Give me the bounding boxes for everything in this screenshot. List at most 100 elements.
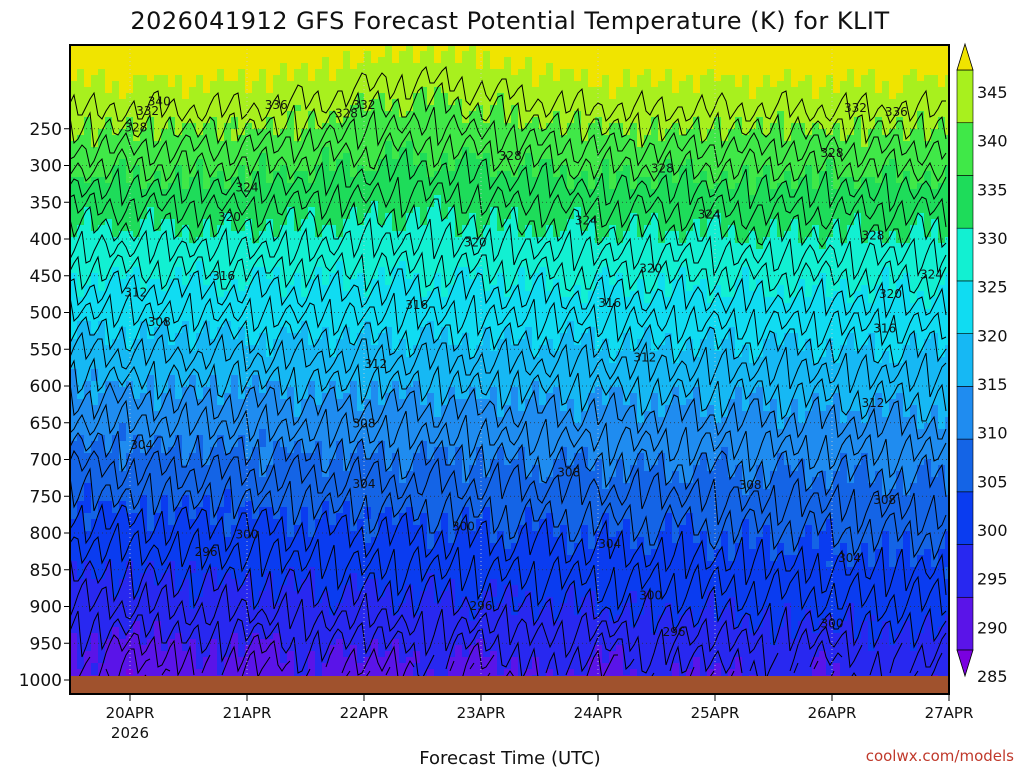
theta-cell bbox=[203, 243, 211, 250]
theta-cell bbox=[126, 171, 134, 178]
theta-cell bbox=[301, 177, 309, 184]
theta-cell bbox=[308, 591, 316, 598]
theta-cell bbox=[252, 363, 260, 370]
theta-cell bbox=[140, 159, 148, 166]
theta-cell bbox=[98, 219, 106, 226]
theta-cell bbox=[273, 255, 281, 262]
theta-cell bbox=[210, 261, 218, 268]
theta-cell bbox=[343, 285, 351, 292]
theta-cell bbox=[140, 327, 148, 334]
theta-cell bbox=[91, 243, 99, 250]
theta-cell bbox=[210, 405, 218, 412]
theta-cell bbox=[315, 237, 323, 244]
theta-cell bbox=[259, 57, 267, 64]
theta-cell bbox=[154, 615, 162, 622]
theta-cell bbox=[357, 309, 365, 316]
theta-cell bbox=[301, 147, 309, 154]
theta-cell bbox=[350, 585, 358, 592]
theta-cell bbox=[301, 111, 309, 118]
theta-cell bbox=[196, 285, 204, 292]
theta-cell bbox=[98, 513, 106, 520]
theta-cell bbox=[308, 351, 316, 358]
theta-cell bbox=[231, 189, 239, 196]
theta-cell bbox=[147, 135, 155, 142]
theta-cell bbox=[189, 615, 197, 622]
theta-cell bbox=[378, 597, 386, 604]
theta-cell bbox=[70, 111, 78, 118]
theta-cell bbox=[336, 237, 344, 244]
theta-cell bbox=[203, 141, 211, 148]
theta-cell bbox=[252, 111, 260, 118]
theta-cell bbox=[112, 615, 120, 622]
theta-cell bbox=[357, 249, 365, 256]
theta-cell bbox=[182, 561, 190, 568]
theta-cell bbox=[364, 525, 372, 532]
theta-cell bbox=[364, 45, 372, 52]
theta-cell bbox=[119, 585, 127, 592]
theta-cell bbox=[364, 627, 372, 634]
theta-cell bbox=[245, 483, 253, 490]
theta-cell bbox=[357, 453, 365, 460]
theta-cell bbox=[161, 165, 169, 172]
theta-cell bbox=[98, 105, 106, 112]
theta-cell bbox=[259, 609, 267, 616]
theta-cell bbox=[308, 309, 316, 316]
theta-cell bbox=[98, 603, 106, 610]
theta-cell bbox=[189, 153, 197, 160]
theta-cell bbox=[217, 615, 225, 622]
theta-cell bbox=[238, 585, 246, 592]
theta-cell bbox=[371, 327, 379, 334]
theta-cell bbox=[350, 153, 358, 160]
theta-cell bbox=[196, 585, 204, 592]
theta-cell bbox=[322, 225, 330, 232]
theta-cell bbox=[273, 201, 281, 208]
theta-cell bbox=[154, 297, 162, 304]
theta-cell bbox=[294, 501, 302, 508]
theta-cell bbox=[126, 93, 134, 100]
theta-cell bbox=[238, 459, 246, 466]
theta-cell bbox=[147, 423, 155, 430]
theta-cell bbox=[161, 303, 169, 310]
theta-cell bbox=[133, 465, 141, 472]
theta-cell bbox=[259, 669, 267, 676]
theta-cell bbox=[126, 453, 134, 460]
theta-cell bbox=[112, 453, 120, 460]
theta-cell bbox=[308, 597, 316, 604]
theta-cell bbox=[105, 363, 113, 370]
theta-cell bbox=[245, 315, 253, 322]
theta-cell bbox=[84, 573, 92, 580]
theta-cell bbox=[126, 195, 134, 202]
theta-cell bbox=[98, 81, 106, 88]
theta-cell bbox=[294, 81, 302, 88]
theta-cell bbox=[133, 507, 141, 514]
theta-cell bbox=[378, 243, 386, 250]
theta-cell bbox=[371, 129, 379, 136]
theta-cell bbox=[357, 429, 365, 436]
theta-cell bbox=[322, 279, 330, 286]
theta-cell bbox=[112, 663, 120, 670]
theta-cell bbox=[105, 621, 113, 628]
theta-cell bbox=[245, 609, 253, 616]
theta-cell bbox=[210, 189, 218, 196]
theta-cell bbox=[98, 621, 106, 628]
theta-cell bbox=[280, 249, 288, 256]
theta-cell bbox=[70, 381, 78, 388]
theta-cell bbox=[294, 603, 302, 610]
theta-cell bbox=[301, 369, 309, 376]
theta-cell bbox=[357, 447, 365, 454]
theta-cell bbox=[210, 147, 218, 154]
theta-cell bbox=[182, 501, 190, 508]
theta-cell bbox=[175, 567, 183, 574]
theta-cell bbox=[182, 231, 190, 238]
theta-cell bbox=[119, 483, 127, 490]
theta-cell bbox=[210, 57, 218, 64]
theta-cell bbox=[238, 159, 246, 166]
theta-cell bbox=[126, 591, 134, 598]
theta-cell bbox=[140, 57, 148, 64]
theta-cell bbox=[371, 393, 379, 400]
theta-cell bbox=[336, 543, 344, 550]
theta-cell bbox=[196, 249, 204, 256]
theta-cell bbox=[196, 465, 204, 472]
theta-cell bbox=[378, 567, 386, 574]
theta-cell bbox=[364, 225, 372, 232]
